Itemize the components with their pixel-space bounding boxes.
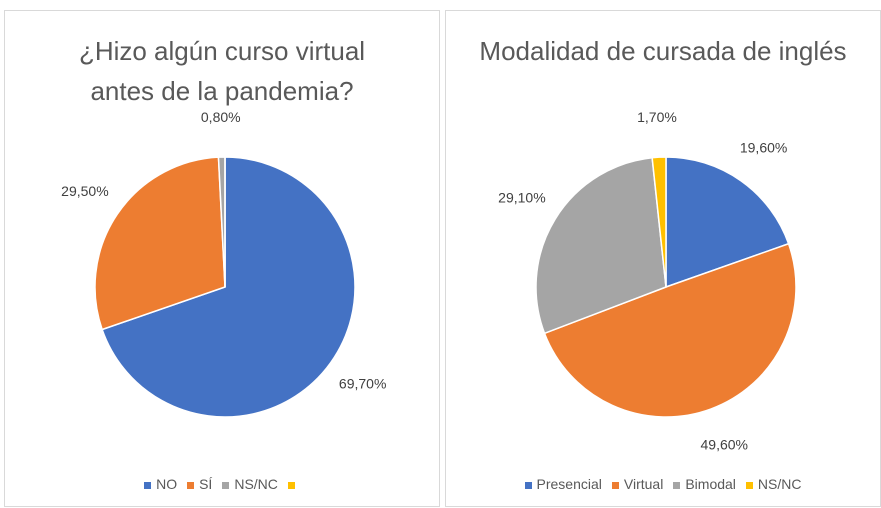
legend-item: NO (144, 476, 177, 492)
chart-panel: Modalidad de cursada de inglés 19,60% 49,6… (445, 10, 881, 507)
legend-label: Bimodal (685, 476, 736, 492)
legend: NO SÍ NS/NC (5, 476, 439, 492)
legend-label: NO (156, 476, 178, 492)
data-label: 29,50% (61, 183, 108, 199)
data-label: 49,60% (701, 436, 748, 452)
legend-item: NS/NC (222, 476, 278, 492)
legend-swatch (144, 481, 152, 489)
legend-label: NS/NC (757, 476, 802, 492)
data-label: 19,60% (740, 140, 787, 156)
data-label: 29,10% (498, 189, 545, 205)
legend-label: Presencial (536, 476, 602, 492)
legend-swatch (287, 481, 295, 489)
legend-swatch (222, 481, 230, 489)
legend-label: Virtual (623, 476, 664, 492)
pie-chart: 19,60% 49,60% 29,10% 1,70% (498, 109, 797, 452)
legend: Presencial Virtual Bimodal NS/NC (446, 476, 880, 492)
data-label: 69,70% (339, 376, 386, 392)
data-label: 1,70% (637, 109, 677, 125)
pie-slice (535, 156, 667, 335)
legend-label: NS/NC (234, 476, 278, 492)
legend-swatch (524, 481, 532, 489)
legend-item: Virtual (611, 476, 664, 492)
legend-swatch (745, 481, 753, 489)
legend-swatch (673, 481, 681, 489)
chart-panel: ¿Hizo algún curso virtual antes de la pa… (4, 10, 440, 507)
pie-chart: 69,70% 29,50% 0,80% (61, 109, 386, 418)
legend-label: SÍ (199, 476, 213, 492)
legend-item (287, 476, 300, 492)
chart-title: Modalidad de cursada de inglés (479, 36, 847, 66)
legend-item: Presencial (524, 476, 602, 492)
legend-item: SÍ (187, 476, 212, 492)
legend-item: Bimodal (673, 476, 736, 492)
legend-item: NS/NC (745, 476, 802, 492)
chart-title: ¿Hizo algún curso virtual antes de la pa… (78, 36, 366, 106)
pie-slice (543, 242, 797, 418)
legend-swatch (187, 481, 195, 489)
pie-slice (94, 156, 226, 331)
data-label: 0,80% (201, 109, 241, 125)
pie-slice (101, 156, 356, 418)
legend-swatch (611, 481, 619, 489)
pie-slice (651, 156, 667, 288)
